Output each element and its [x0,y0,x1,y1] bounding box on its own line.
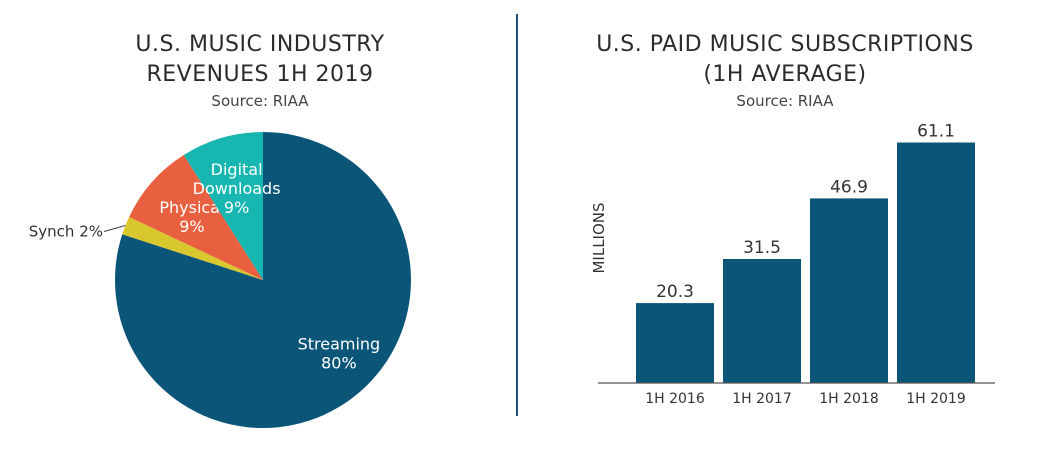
x-tick-label: 1H 2016 [645,391,705,407]
pie-label-physical-line-1: Physical [159,198,224,217]
bar-value-label: 20.3 [656,282,694,302]
bar-1h-2016 [636,303,714,383]
pie-label-synch: Synch 2% [29,223,103,241]
bar-subtitle: Source: RIAA [736,92,834,110]
synch-leader-line [103,225,126,232]
panel-divider [516,14,518,416]
pie-slice-physical [129,155,263,280]
pie-subtitle: Source: RIAA [211,92,309,110]
pie-label-streaming-line-1: Streaming [298,335,381,354]
pie-label-digital-downloads-line-1: Digital [211,160,263,179]
revenue-panel: U.S. MUSIC INDUSTRY REVENUES 1H 2019 Sou… [0,0,520,450]
pie-slice-digital-downloads [183,132,263,280]
bar-chart: MILLIONS 20.3 1H 2016 31.5 1H 2017 46.9 1H 201… [590,122,995,407]
bar-1h-2018 [810,198,888,383]
pie-label-streaming-line-2: 80% [321,354,357,373]
bar-value-label: 31.5 [743,238,781,258]
pie-label-digital-downloads-line-3: 9% [224,198,249,217]
x-tick-label: 1H 2017 [732,391,792,407]
subscriptions-panel: U.S. PAID MUSIC SUBSCRIPTIONS (1H AVERAG… [520,0,1050,450]
x-tick-label: 1H 2018 [819,391,879,407]
pie-slice-synch [122,216,264,280]
y-axis-label: MILLIONS [590,202,608,273]
bar-1h-2019 [897,142,975,383]
pie-title-line-2: REVENUES 1H 2019 [146,62,374,87]
pie-label-digital-downloads-line-2: Downloads [193,179,281,198]
bar-value-label: 46.9 [830,177,868,197]
bar-value-label: 61.1 [917,122,955,142]
pie-slice-streaming [114,132,411,429]
x-tick-label: 1H 2019 [906,391,966,407]
pie-title-line-1: U.S. MUSIC INDUSTRY [135,32,385,57]
bar-1h-2017 [723,259,801,383]
pie-label-physical-line-2: 9% [179,217,204,236]
bar-title-line-2: (1H AVERAGE) [703,62,867,87]
bar-title-line-1: U.S. PAID MUSIC SUBSCRIPTIONS [596,32,974,57]
